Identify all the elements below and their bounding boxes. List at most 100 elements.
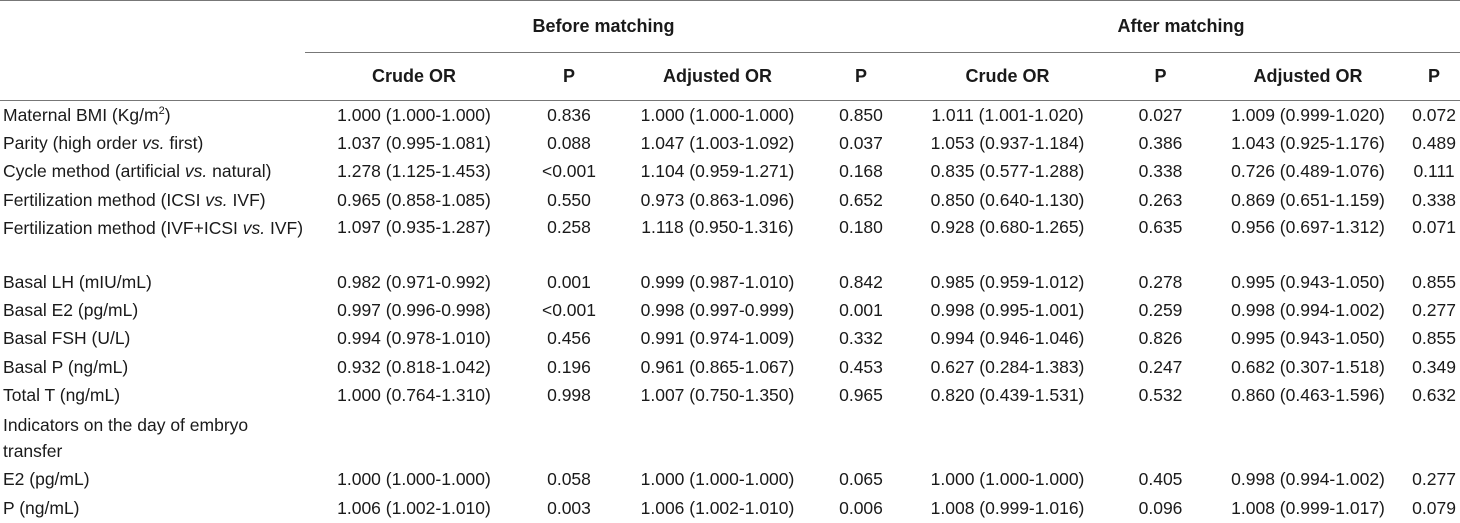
- or-value-cell: 1.008 (0.999-1.017): [1231, 497, 1385, 518]
- or-value-cell: 0.726 (0.489-1.076): [1231, 161, 1385, 182]
- or-value-cell: 1.009 (0.999-1.020): [1231, 104, 1385, 125]
- table-row: Parity (high order vs. first) 1.037 (0.99…: [0, 129, 1460, 157]
- or-value-cell: [902, 410, 1113, 466]
- or-value-cell: 1.000 (0.764-1.310): [337, 385, 491, 406]
- or-value-cell: 0.860 (0.463-1.596): [1231, 385, 1385, 406]
- or-value-cell: 0.682 (0.307-1.518): [1231, 356, 1385, 377]
- table-row: E2 (pg/mL) 1.000 (1.000-1.000) 0.058 1.000 …: [0, 466, 1460, 494]
- or-value-cell: [305, 410, 523, 466]
- p-value-cell: 0.842: [839, 271, 883, 292]
- or-value-cell: 1.097 (0.935-1.287): [337, 217, 491, 238]
- or-value-cell: 0.998 (0.994-1.002): [1231, 300, 1385, 321]
- row-label-suffix: first): [164, 132, 204, 153]
- row-label-text: Basal LH (mIU/mL): [3, 271, 152, 292]
- or-value-cell: 0.973 (0.863-1.096): [640, 189, 795, 210]
- col-after-adjusted-p: P: [1408, 52, 1460, 101]
- row-label: P (ng/mL): [0, 494, 305, 522]
- row-label-italic: vs.: [205, 189, 228, 210]
- or-value-cell: 0.928 (0.680-1.265): [930, 217, 1085, 238]
- or-value-cell: 1.007 (0.750-1.350): [640, 385, 795, 406]
- p-value-cell: [1113, 410, 1208, 466]
- p-value-cell: 0.338: [1412, 189, 1456, 210]
- row-label-text: Parity (high order: [3, 132, 143, 153]
- p-value-cell: [1408, 410, 1460, 466]
- row-label: Indicators on the day of embryo transfer: [0, 410, 305, 466]
- p-value-cell: 0.405: [1138, 469, 1183, 490]
- p-value-cell: 0.079: [1412, 497, 1456, 518]
- col-before-adjusted-p: P: [820, 52, 903, 101]
- or-value-cell: 1.043 (0.925-1.176): [1231, 132, 1385, 153]
- or-value-cell: 0.994 (0.978-1.010): [337, 328, 491, 349]
- p-value-cell: 0.196: [547, 356, 591, 377]
- row-label-text: Fertilization method (ICSI: [3, 189, 206, 210]
- p-value-cell: 0.965: [839, 385, 883, 406]
- p-value-cell: 0.003: [547, 497, 591, 518]
- p-value-cell: 0.998: [547, 385, 591, 406]
- p-value-cell: 0.855: [1412, 328, 1456, 349]
- p-value-cell: 0.111: [1413, 161, 1455, 182]
- or-value-cell: 1.053 (0.937-1.184): [930, 132, 1085, 153]
- or-value-cell: 0.820 (0.439-1.531): [930, 385, 1085, 406]
- col-before-crude-or: Crude OR: [305, 52, 523, 101]
- row-label-italic: vs.: [242, 218, 266, 239]
- col-after-adjusted-or: Adjusted OR: [1208, 52, 1409, 101]
- section-row: Indicators on the day of embryo transfer: [0, 410, 1460, 466]
- p-value-cell: 0.635: [1138, 217, 1183, 238]
- p-value-cell: 0.071: [1412, 217, 1456, 238]
- p-value-cell: 0.088: [547, 132, 591, 153]
- p-value-cell: 0.632: [1412, 385, 1456, 406]
- row-label-suffix: natural): [207, 161, 272, 182]
- or-value-cell: 0.998 (0.994-1.002): [1231, 469, 1385, 490]
- row-label-text: Indicators on the day of embryo transfer: [3, 414, 249, 461]
- p-value-cell: 0.001: [839, 300, 883, 321]
- col-after-crude-or: Crude OR: [902, 52, 1114, 101]
- label-column-header: [0, 52, 305, 101]
- or-value-cell: 0.991 (0.974-1.009): [640, 328, 795, 349]
- row-label: Cycle method (artificial vs. natural): [0, 158, 305, 186]
- row-label: E2 (pg/mL): [0, 466, 305, 494]
- p-value-cell: 0.037: [839, 132, 883, 153]
- p-value-cell: 0.652: [839, 189, 883, 210]
- or-value-cell: 0.995 (0.943-1.050): [1231, 328, 1385, 349]
- or-value-cell: 0.965 (0.858-1.085): [337, 189, 491, 210]
- or-value-cell: 1.000 (1.000-1.000): [337, 104, 491, 125]
- p-value-cell: 0.453: [839, 356, 883, 377]
- p-value-cell: 0.263: [1138, 189, 1183, 210]
- header-blank: [0, 0, 305, 53]
- row-label-text: Cycle method (artificial: [3, 161, 185, 182]
- or-value-cell: 0.961 (0.865-1.067): [640, 356, 795, 377]
- col-before-crude-p: P: [523, 52, 615, 101]
- row-label: Basal LH (mIU/mL): [0, 268, 305, 296]
- p-value-cell: [820, 410, 902, 466]
- p-value-cell: 0.826: [1138, 328, 1183, 349]
- or-value-cell: 0.982 (0.971-0.992): [337, 271, 491, 292]
- p-value-cell: 0.072: [1412, 104, 1456, 125]
- or-value-cell: 1.006 (1.002-1.010): [640, 497, 795, 518]
- row-label-superscript: 2: [158, 104, 165, 117]
- table-row: Fertilization method (ICSI vs. IVF) 0.965…: [0, 186, 1460, 214]
- row-label-text: Maternal BMI (Kg/m: [3, 104, 159, 125]
- p-value-cell: 0.001: [547, 271, 591, 292]
- or-value-cell: 1.008 (0.999-1.016): [930, 497, 1085, 518]
- or-value-cell: [1208, 410, 1408, 466]
- p-value-cell: 0.278: [1138, 271, 1183, 292]
- table-row: Basal E2 (pg/mL) 0.997 (0.996-0.998) <0.00…: [0, 296, 1460, 324]
- col-before-adjusted-or: Adjusted OR: [615, 52, 820, 101]
- p-value-cell: 0.247: [1138, 356, 1183, 377]
- or-value-cell: 0.869 (0.651-1.159): [1231, 189, 1385, 210]
- row-label-text: Total T (ng/mL): [3, 385, 121, 406]
- row-label-text: P (ng/mL): [3, 497, 80, 518]
- p-value-cell: 0.386: [1138, 132, 1183, 153]
- or-value-cell: 0.850 (0.640-1.130): [930, 189, 1085, 210]
- or-value-cell: 1.000 (1.000-1.000): [640, 104, 795, 125]
- or-value-cell: 0.985 (0.959-1.012): [930, 271, 1085, 292]
- row-label-text: E2 (pg/mL): [3, 469, 90, 490]
- row-label-text: Basal E2 (pg/mL): [3, 300, 139, 321]
- column-header-row: Crude OR P Adjusted OR P Crude OR P Adju…: [0, 52, 1460, 101]
- row-label-italic: vs.: [184, 161, 208, 182]
- or-value-cell: 1.104 (0.959-1.271): [640, 161, 795, 182]
- row-label: Maternal BMI (Kg/m2): [0, 101, 305, 130]
- p-value-cell: 0.096: [1138, 497, 1183, 518]
- or-value-cell: 0.999 (0.987-1.010): [640, 271, 795, 292]
- table-row: Basal LH (mIU/mL) 0.982 (0.971-0.992) 0.00…: [0, 268, 1460, 296]
